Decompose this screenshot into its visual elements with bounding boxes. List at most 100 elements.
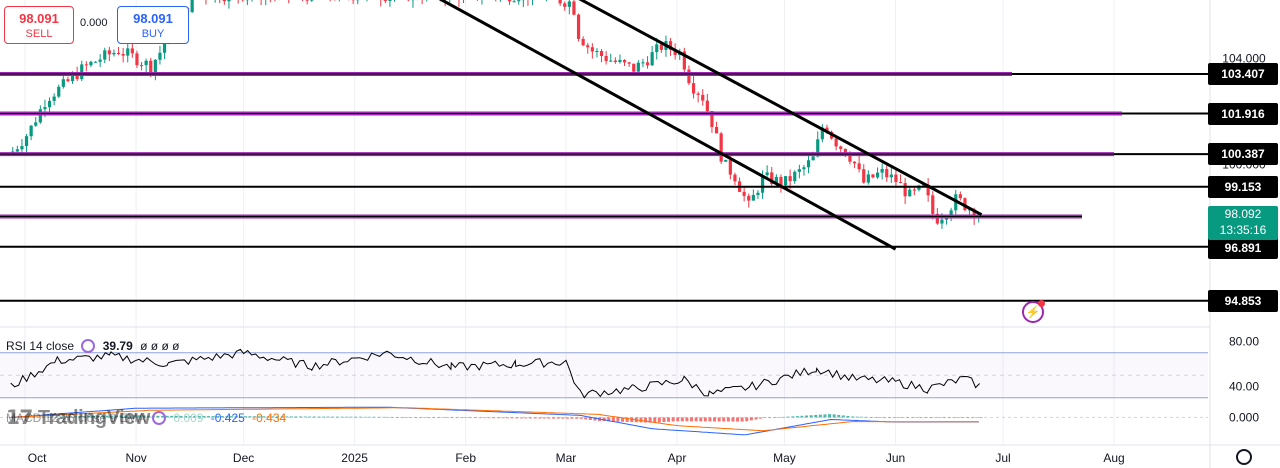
macd-histogram-bar [556, 417, 560, 419]
candle-body [135, 53, 139, 66]
signal-line [10, 407, 979, 432]
macd-histogram-bar [133, 415, 137, 418]
trendlines[interactable] [437, 0, 983, 251]
lightning-icon[interactable]: ⚡ [1022, 300, 1045, 323]
macd-histogram-bar [570, 417, 574, 419]
candle-body [558, 0, 562, 4]
candle-body [871, 174, 875, 178]
macd-histogram-bar [547, 417, 551, 419]
candle-body [581, 38, 585, 46]
macd-histogram-bar [874, 417, 878, 418]
sell-button[interactable]: 98.091 SELL [4, 6, 74, 44]
macd-histogram-bar [27, 417, 31, 418]
macd-legend[interactable]: MACD 12 26 close 9 EMA 0.009 -0.425 -0.4… [6, 411, 286, 425]
macd-histogram-bar [616, 417, 620, 422]
macd-histogram-bar [188, 415, 192, 418]
x-tick-label: Apr [668, 451, 687, 465]
candle-body [112, 52, 116, 55]
candle-body [310, 0, 314, 1]
macd-histogram-bar [809, 415, 813, 418]
macd-histogram-bar [464, 417, 468, 419]
horizontal-levels[interactable] [0, 72, 1210, 302]
settings-icon[interactable] [81, 339, 96, 353]
macd-histogram-bar [805, 415, 809, 418]
macd-histogram-bar [892, 417, 896, 419]
macd-histogram-bar [207, 416, 211, 418]
candle-body [599, 50, 604, 57]
macd-histogram-bar [87, 416, 91, 418]
candle-body [227, 0, 231, 2]
y-tick-label: 104.000 [1222, 51, 1266, 65]
candle-body [940, 219, 944, 224]
macd-histogram-bar [460, 417, 464, 419]
macd-histogram-bar [671, 417, 675, 422]
candle-body [779, 176, 783, 186]
macd-histogram-bar [924, 417, 928, 419]
candle-body [388, 0, 392, 1]
macd-histogram-bar [423, 417, 427, 419]
candle-body [98, 59, 102, 62]
candle-body [153, 59, 157, 73]
macd-histogram-bar [184, 415, 188, 418]
candle-body [770, 172, 774, 185]
macd-histogram-bar [579, 417, 583, 419]
price-label: 100.387 [1208, 143, 1278, 166]
price-label: 101.916 [1208, 102, 1278, 125]
macd-histogram-bar [239, 416, 243, 418]
macd-histogram-bar [901, 417, 905, 419]
candle-body [839, 146, 843, 149]
macd-histogram-bar [611, 417, 615, 422]
macd-histogram-bar [768, 417, 772, 419]
macd-histogram-bar [18, 417, 22, 418]
macd-histogram-bar [142, 415, 146, 418]
macd-histogram-bar [745, 417, 749, 422]
macd-histogram-bar [299, 416, 303, 418]
macd-histogram-bar [414, 417, 418, 419]
rsi-value: 39.79 [102, 339, 133, 353]
watermark-text: TradingView [37, 407, 150, 429]
candle-body [852, 161, 857, 164]
macd-histogram-bar [860, 416, 864, 418]
macd-histogram-bar [78, 416, 82, 418]
sell-price: 98.091 [19, 11, 59, 26]
macd-histogram-bar [791, 416, 795, 418]
rsi-legend[interactable]: RSI 14 close 39.79 ø ø ø ø [6, 339, 179, 353]
macd-histogram-bar [32, 417, 36, 418]
macd-histogram-bar [722, 417, 726, 422]
candle-body [894, 174, 898, 183]
macd-histogram-bar [653, 417, 657, 423]
macd-histogram-bar [197, 415, 201, 418]
buy-button[interactable]: 98.091 BUY [117, 6, 189, 44]
price-label: 103.407 [1208, 63, 1278, 86]
candle-body [89, 61, 93, 66]
macd-histogram-bar [933, 417, 937, 419]
macd-label: MACD 12 26 close 9 EMA [6, 411, 145, 425]
macd-histogram-bar [841, 415, 845, 418]
macd-histogram-bar [368, 416, 372, 418]
macd-pane [0, 406, 1208, 436]
macd-histogram-bar [565, 417, 569, 419]
macd-histogram-bar [193, 415, 197, 418]
y-tick-label: 40.00 [1229, 380, 1259, 394]
macd-histogram-bar [506, 417, 510, 419]
candle-body [885, 168, 889, 178]
candle-body [724, 159, 728, 162]
watermark-logo-icon: 𝟭𝟳 [6, 407, 38, 429]
candle-body [383, 0, 387, 1]
macd-histogram-bar [588, 417, 592, 420]
macd-histogram-bar [602, 417, 606, 422]
macd-line [10, 406, 979, 436]
macd-histogram-bar [897, 417, 901, 419]
macd-histogram-bar [952, 417, 956, 419]
settings-icon[interactable] [152, 411, 167, 425]
macd-value-hist: 0.009 [173, 411, 204, 425]
macd-histogram-bar [308, 416, 312, 418]
macd-histogram-bar [487, 417, 491, 419]
candle-body [38, 109, 42, 123]
macd-histogram-bar [340, 416, 344, 418]
rsi-label: RSI 14 close [6, 339, 75, 353]
macd-histogram-bar [501, 417, 505, 419]
candle-body [728, 159, 732, 175]
macd-histogram-bar [837, 414, 841, 418]
